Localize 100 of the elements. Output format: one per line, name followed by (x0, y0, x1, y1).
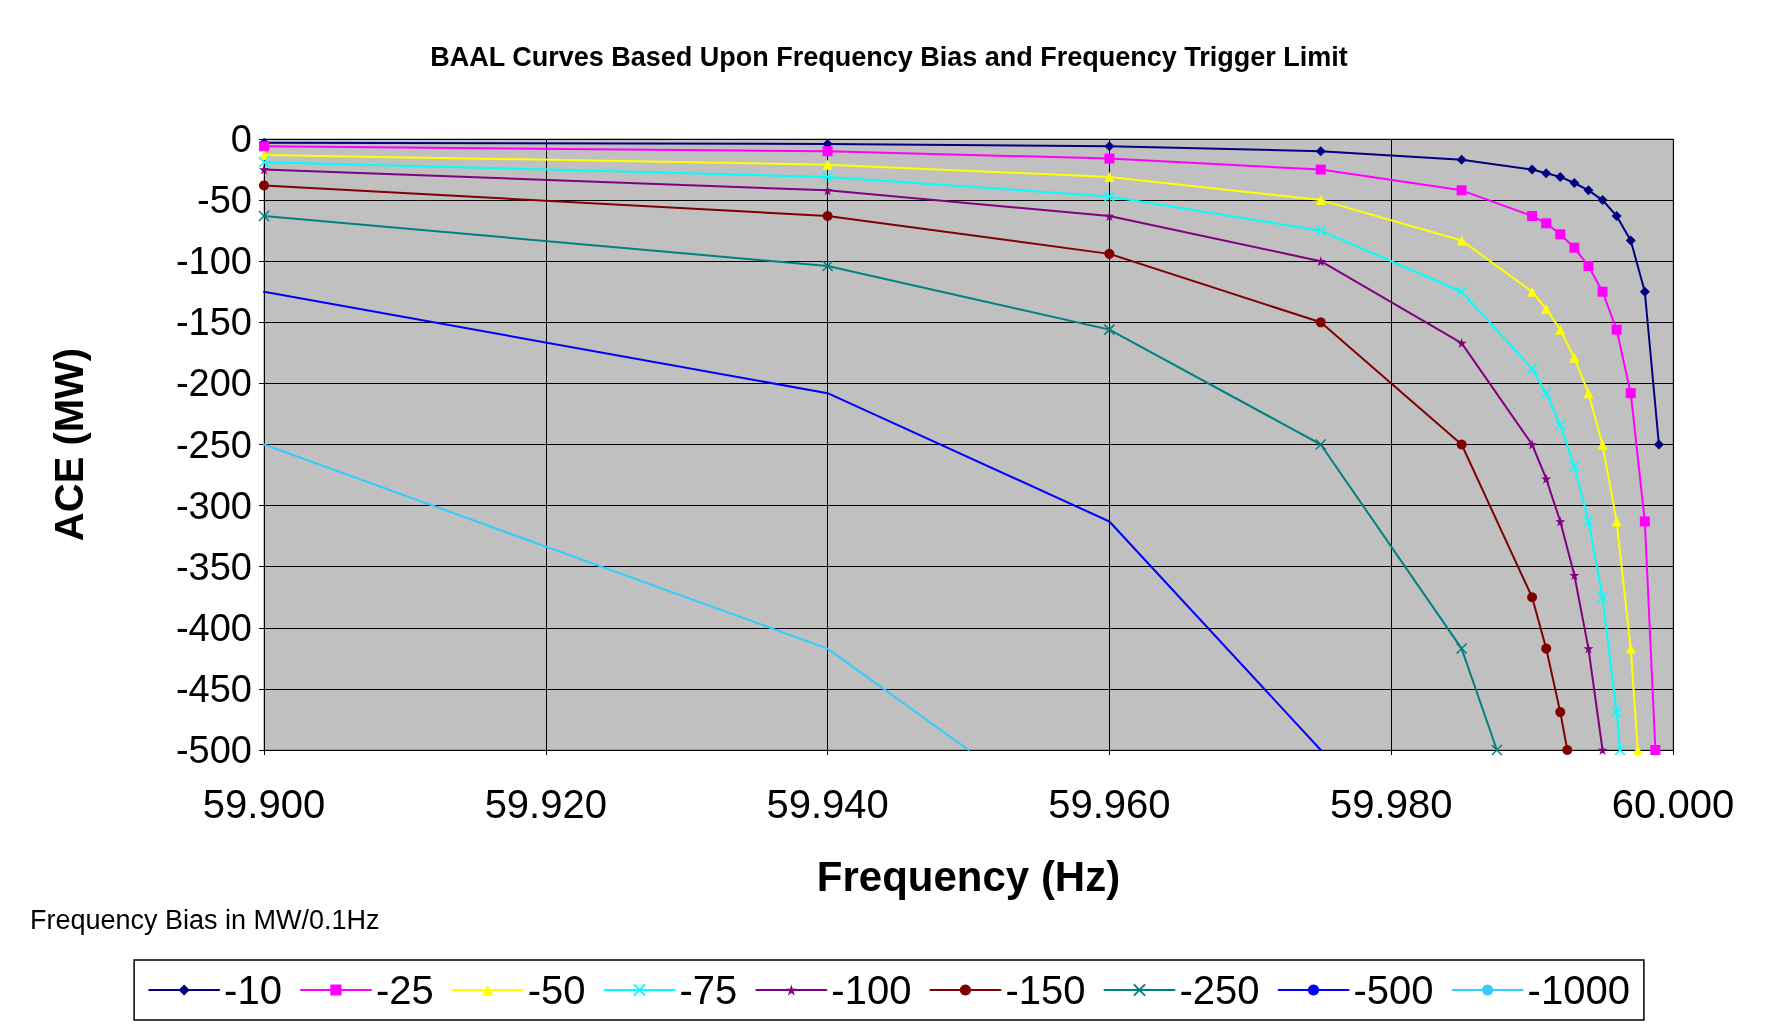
point (1456, 439, 1467, 450)
point (1456, 185, 1467, 196)
legend-label: -1000 (1527, 968, 1630, 1012)
point (1527, 592, 1538, 603)
point (1527, 439, 1538, 450)
point (822, 146, 833, 157)
point (1104, 248, 1115, 259)
point (1315, 195, 1326, 206)
point (1597, 286, 1608, 297)
x-tick-label: 60.000 (1611, 782, 1735, 826)
point (1456, 338, 1467, 349)
point (1582, 515, 1595, 528)
x-tick-label: 59.900 (202, 782, 326, 826)
legend-label: -75 (679, 968, 738, 1012)
y-tick-label: -100 (175, 240, 252, 283)
point (1611, 210, 1622, 221)
legend-title: Frequency Bias in MW/0.1Hz (30, 904, 380, 935)
point (1583, 261, 1594, 272)
point (1569, 570, 1580, 581)
point (1541, 643, 1552, 654)
y-tick-label: -350 (175, 545, 252, 588)
chart-title: BAAL Curves Based Upon Frequency Bias and Frequency Trigger Limit (430, 41, 1348, 72)
point (1315, 164, 1326, 175)
point (1315, 438, 1327, 451)
point (1315, 224, 1327, 237)
point (822, 185, 833, 196)
x-axis-title: Frequency (Hz) (816, 852, 1121, 900)
point (1583, 388, 1594, 399)
y-tick-label: -450 (175, 667, 252, 710)
point (1625, 388, 1636, 399)
point (1597, 745, 1608, 755)
legend-label: -10 (224, 968, 282, 1012)
point (259, 141, 269, 152)
point (1555, 707, 1566, 718)
point (1568, 460, 1581, 473)
point (1639, 516, 1650, 527)
point (1455, 286, 1468, 298)
point (1611, 324, 1622, 335)
point (1541, 218, 1552, 229)
y-axis-title: ACE (MW) (47, 347, 91, 542)
legend-label: -25 (375, 968, 434, 1012)
point (1632, 745, 1643, 755)
point (259, 180, 269, 191)
point (258, 156, 270, 168)
y-tick-label: -250 (175, 423, 252, 466)
point (822, 210, 833, 221)
point (1103, 190, 1116, 203)
x-tick-label: 59.960 (1048, 782, 1171, 826)
point (1541, 303, 1552, 314)
point (1596, 591, 1609, 603)
y-tick-label: -50 (197, 179, 252, 222)
point (1614, 744, 1626, 756)
legend-label: -100 (831, 968, 912, 1012)
line-series (263, 290, 1322, 751)
point (1555, 516, 1566, 527)
point (1555, 171, 1566, 182)
point (1456, 154, 1467, 165)
point (1527, 286, 1538, 297)
point (1315, 317, 1326, 328)
y-tick-label: -200 (175, 362, 252, 405)
point (822, 159, 833, 170)
point (1527, 210, 1538, 221)
legend-label: -500 (1353, 968, 1434, 1012)
point (1540, 387, 1552, 399)
point (1104, 171, 1115, 182)
point (1650, 745, 1661, 755)
x-tick-label: 59.920 (484, 782, 607, 826)
point (1583, 185, 1594, 196)
point (1555, 324, 1566, 335)
point (1455, 642, 1468, 655)
point (1104, 141, 1115, 152)
point (259, 164, 269, 175)
point (1562, 745, 1573, 755)
point (821, 260, 834, 272)
point (1491, 744, 1503, 756)
point (1541, 168, 1552, 179)
point (1569, 352, 1580, 363)
x-tick-label: 59.940 (766, 782, 889, 826)
point (1104, 210, 1115, 221)
point (1104, 153, 1115, 164)
point (1456, 235, 1467, 246)
x-tick-label: 59.980 (1330, 782, 1453, 826)
legend-label: -250 (1179, 968, 1260, 1012)
point (1625, 235, 1636, 246)
y-tick-label: -300 (175, 484, 252, 527)
point (821, 171, 834, 183)
point (1315, 146, 1326, 157)
point (1653, 439, 1664, 450)
point (1569, 177, 1580, 188)
point (1554, 419, 1567, 431)
point (1569, 242, 1580, 253)
point (258, 210, 270, 222)
y-tick-label: -400 (175, 606, 252, 649)
y-tick-label: -150 (175, 301, 252, 344)
point (1527, 164, 1538, 175)
point (1639, 286, 1650, 297)
y-tick-label: -500 (175, 729, 252, 771)
point (1526, 362, 1538, 375)
point (1597, 439, 1608, 450)
point (1625, 643, 1636, 654)
